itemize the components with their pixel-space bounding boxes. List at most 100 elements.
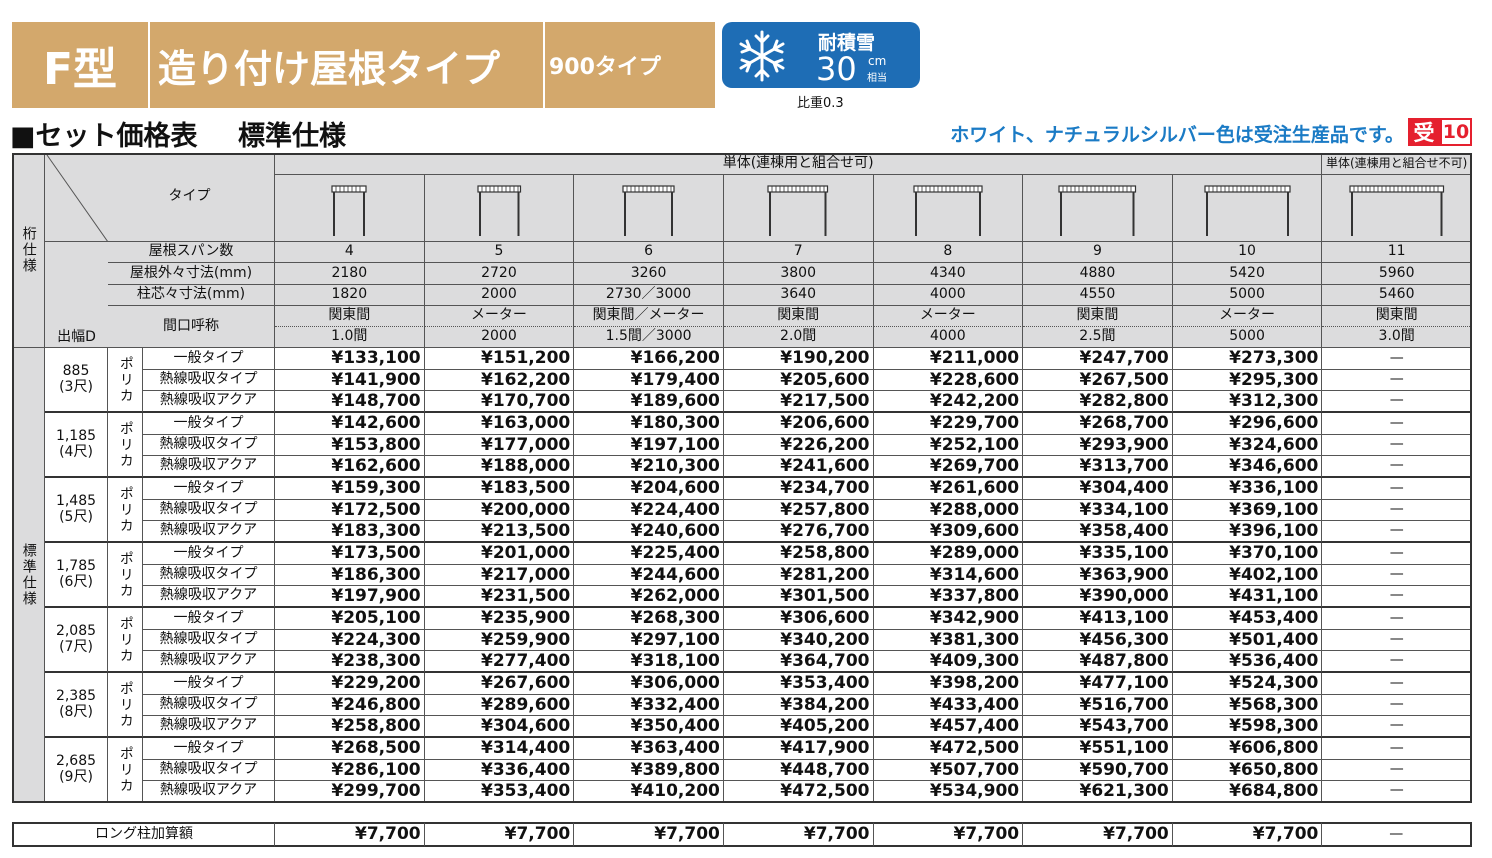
notice: ホワイト、ナチュラルシルバー色は受注生産品です。: [950, 124, 1404, 146]
price: ¥276,700: [723, 521, 874, 543]
long-pillar-price: ¥7,700: [1023, 822, 1173, 847]
depth: 2,085 (7尺): [45, 608, 108, 673]
price: ¥228,600: [873, 369, 1024, 392]
price: ¥453,400: [1172, 608, 1323, 630]
material: ポリカ: [108, 608, 143, 673]
frame-icon: [477, 185, 521, 236]
price: ¥273,300: [1172, 348, 1323, 370]
group-header: 単体(連棟用と組合せ不可): [1322, 153, 1472, 175]
price: ¥390,000: [1023, 586, 1173, 608]
price: ¥342,900: [873, 608, 1024, 630]
material: ポリカ: [108, 413, 143, 478]
outer-size: 5420: [1172, 263, 1323, 285]
frontage-size: 5000: [1172, 327, 1323, 348]
price: ¥606,800: [1172, 738, 1323, 760]
frontage-name: メーター: [873, 306, 1024, 327]
price: ¥501,400: [1172, 629, 1323, 652]
outer-size: 3260: [574, 263, 724, 285]
price: —: [1322, 694, 1472, 717]
price: ¥296,600: [1172, 413, 1323, 435]
price: ¥543,700: [1023, 716, 1173, 738]
price: ¥217,500: [723, 391, 874, 413]
roof-type: 熱線吸収タイプ: [143, 759, 275, 782]
price: ¥297,100: [574, 629, 724, 652]
price: ¥235,900: [424, 608, 575, 630]
depth-shaku: (4尺): [59, 443, 93, 460]
price: ¥336,400: [424, 759, 575, 782]
price: ¥252,100: [873, 434, 1024, 457]
depth-width: 1,785: [55, 558, 97, 575]
roof-type: 熱線吸収タイプ: [143, 564, 275, 587]
frame-icon: [1203, 185, 1291, 236]
long-pillar-price: ¥7,700: [574, 822, 724, 847]
price: —: [1322, 564, 1472, 587]
frontage-name: 関東間: [275, 306, 425, 327]
price: —: [1322, 608, 1472, 630]
price: ¥238,300: [275, 651, 425, 673]
frontage-size: 2.5間: [1023, 327, 1173, 348]
row-label: 屋根スパン数: [108, 242, 275, 263]
depth-shaku: (9尺): [59, 768, 93, 785]
price: ¥229,200: [275, 673, 425, 695]
price: ¥162,200: [424, 369, 575, 392]
price: —: [1322, 738, 1472, 760]
span-count: 11: [1322, 242, 1472, 263]
price: ¥151,200: [424, 348, 575, 370]
price: ¥398,200: [873, 673, 1024, 695]
span-count: 5: [424, 242, 575, 263]
price: ¥244,600: [574, 564, 724, 587]
price: —: [1322, 781, 1472, 803]
price: ¥477,100: [1023, 673, 1173, 695]
frontage-size: 2000: [424, 327, 575, 348]
price: —: [1322, 629, 1472, 652]
price: —: [1322, 521, 1472, 543]
depth-shaku: (6尺): [59, 573, 93, 590]
price: ¥234,700: [723, 478, 874, 500]
price: ¥166,200: [574, 348, 724, 370]
pitch-size: 2730／3000: [574, 285, 724, 306]
frame-icon: [767, 185, 829, 236]
price: ¥363,900: [1023, 564, 1173, 587]
price: ¥183,500: [424, 478, 575, 500]
price: ¥186,300: [275, 564, 425, 587]
price: ¥289,600: [424, 694, 575, 717]
frame-diagram: [1023, 175, 1173, 242]
roof-type: 一般タイプ: [143, 348, 275, 370]
material: ポリカ: [108, 543, 143, 608]
price: ¥299,700: [275, 781, 425, 803]
roof-type: 熱線吸収アクア: [143, 391, 275, 413]
price: ¥224,400: [574, 499, 724, 522]
price: ¥133,100: [275, 348, 425, 370]
frame-icon: [331, 185, 367, 236]
price: —: [1322, 543, 1472, 565]
price: ¥309,600: [873, 521, 1024, 543]
order-mark: 受: [1408, 118, 1440, 146]
price: ¥173,500: [275, 543, 425, 565]
snow-label: 耐積雪: [818, 32, 876, 54]
depth-width: 885: [62, 363, 90, 380]
price: ¥268,300: [574, 608, 724, 630]
price: ¥142,600: [275, 413, 425, 435]
price: ¥472,500: [873, 738, 1024, 760]
price: ¥268,700: [1023, 413, 1173, 435]
section-subtitle: 標準仕様: [238, 121, 346, 152]
roof-type: 一般タイプ: [143, 478, 275, 500]
price: ¥384,200: [723, 694, 874, 717]
roof-type: 一般タイプ: [143, 413, 275, 435]
pitch-size: 2000: [424, 285, 575, 306]
price: ¥213,500: [424, 521, 575, 543]
price: ¥301,500: [723, 586, 874, 608]
price: ¥358,400: [1023, 521, 1173, 543]
price: ¥313,700: [1023, 456, 1173, 478]
roof-type: 熱線吸収アクア: [143, 456, 275, 478]
depth: 2,685 (9尺): [45, 738, 108, 803]
price: ¥267,600: [424, 673, 575, 695]
material: ポリカ: [108, 738, 143, 803]
price: ¥201,000: [424, 543, 575, 565]
row-label: 柱芯々寸法(mm): [108, 285, 275, 306]
frontage-size: 3.0間: [1322, 327, 1472, 348]
depth: 885 (3尺): [45, 348, 108, 413]
snow-value: 30: [816, 50, 857, 88]
frontage-size: 1.5間／3000: [574, 327, 724, 348]
